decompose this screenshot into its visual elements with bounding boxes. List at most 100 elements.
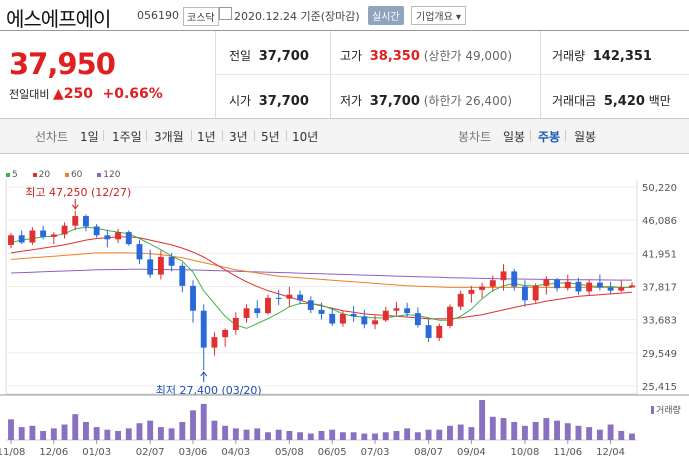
candle-body <box>436 325 443 338</box>
tab-daily[interactable]: 일봉 <box>503 130 526 144</box>
candle-body <box>222 329 229 338</box>
candle-body <box>318 309 325 314</box>
volume-bar <box>168 428 175 440</box>
candle-body <box>468 289 475 294</box>
volume-bar <box>265 432 271 440</box>
volume-bar <box>393 430 400 440</box>
volume-legend-label: 거래량 <box>656 404 681 416</box>
candle-body <box>372 320 378 325</box>
min-arrow-head <box>200 371 208 377</box>
x-tick-label: 04/03 <box>221 447 250 458</box>
tab-separator <box>530 130 531 141</box>
volume-bar <box>147 420 154 440</box>
realtime-button[interactable]: 실시간 <box>368 6 404 25</box>
volume-bar <box>286 430 293 440</box>
y-tick-label: 25,415 <box>642 382 677 393</box>
x-tick-label: 11/06 <box>553 447 582 458</box>
tab-candle-chart[interactable]: 봉차트 <box>458 130 492 144</box>
volume-bar <box>50 428 57 440</box>
tab-separator <box>103 130 104 141</box>
y-tick-label: 50,220 <box>642 183 677 194</box>
candle-body <box>104 235 111 240</box>
tab-1d[interactable]: 1일 <box>80 130 99 144</box>
tab-1w[interactable]: 1주일 <box>112 130 142 144</box>
x-tick-label: 05/08 <box>275 447 304 458</box>
volume-bar <box>372 433 378 440</box>
candle-body <box>72 216 79 226</box>
volume-bar <box>200 403 207 440</box>
tab-monthly[interactable]: 월봉 <box>574 130 597 144</box>
candle-body <box>125 232 132 245</box>
min-annotation: 최저 27,400 (03/20) <box>156 384 262 397</box>
legend-ma120: 120 <box>97 170 126 180</box>
tab-3y[interactable]: 3년 <box>229 130 248 144</box>
candle-body <box>50 234 57 237</box>
volume-bar <box>554 420 560 440</box>
candle-body <box>29 230 36 243</box>
change-amount: ▲250 <box>52 86 93 102</box>
candle-body <box>211 337 218 348</box>
candle-body <box>425 325 432 338</box>
candle-body <box>8 235 14 245</box>
volume-bar <box>468 427 475 440</box>
volume-bar <box>104 429 111 440</box>
legend-ma60: 60 <box>64 170 88 180</box>
price-chart[interactable]: 50,220 46,086 41,951 37,817 33,683 29,549 25,4… <box>0 180 689 465</box>
candle-body <box>489 280 496 287</box>
candle-body <box>500 271 507 281</box>
candle-body <box>575 281 582 292</box>
max-annotation: 최고 47,250 (12/27) <box>25 186 131 199</box>
volume-bar <box>125 428 132 440</box>
candle-body <box>179 265 186 286</box>
volume-bar <box>243 429 250 440</box>
tab-1y[interactable]: 1년 <box>197 130 216 144</box>
tab-3m[interactable]: 3개월 <box>154 130 184 144</box>
tab-separator <box>286 130 287 141</box>
change-percent: +0.66% <box>102 86 163 102</box>
ma60-line <box>10 252 632 288</box>
volume-bar <box>414 432 421 440</box>
tab-line-chart[interactable]: 선차트 <box>35 130 69 144</box>
tab-separator <box>254 130 255 141</box>
candle-body <box>61 225 68 235</box>
candle-body <box>83 216 89 227</box>
candle-body <box>414 313 421 326</box>
volume-bar <box>61 424 68 440</box>
volume-bar <box>72 414 79 440</box>
volume-bar <box>436 429 443 440</box>
tab-5y[interactable]: 5년 <box>261 130 280 144</box>
volume-legend-swatch <box>651 406 654 414</box>
volume-bar <box>40 430 47 440</box>
volume-bar <box>275 429 282 440</box>
y-tick-label: 29,549 <box>642 349 677 360</box>
volume-bar <box>500 418 507 440</box>
volume-bar <box>157 427 164 440</box>
tab-weekly[interactable]: 주봉 <box>538 130 561 144</box>
volume-bar <box>307 433 314 440</box>
volume-bar <box>564 423 571 440</box>
price-change: 전일대비 ▲250 +0.66% <box>9 86 163 102</box>
x-tick-label: 02/07 <box>136 447 165 458</box>
x-tick-label: 07/03 <box>361 447 390 458</box>
x-tick-label: 12/06 <box>39 447 68 458</box>
company-overview-dropdown[interactable]: 기업개요 ▾ <box>411 6 466 25</box>
volume-bar <box>511 421 518 440</box>
candle-body <box>93 226 100 236</box>
header-divider <box>0 30 689 31</box>
tab-separator <box>565 130 566 141</box>
candle-body <box>532 285 539 301</box>
candle-body <box>254 308 261 314</box>
candle-body <box>40 230 47 237</box>
tab-10y[interactable]: 10년 <box>292 130 319 144</box>
volume-bar <box>382 432 389 440</box>
candle-body <box>157 256 164 275</box>
stat-amount: 거래대금 5,420 백만 <box>552 94 671 109</box>
legend-ma5: 5 <box>6 170 24 180</box>
volume-bar <box>596 429 603 440</box>
candle-body <box>190 285 196 311</box>
volume-bar <box>222 425 229 440</box>
max-arrow-head <box>71 204 79 210</box>
candle-body <box>147 259 154 275</box>
y-tick-label: 46,086 <box>642 216 677 227</box>
legend-ma20: 20 <box>32 170 56 180</box>
